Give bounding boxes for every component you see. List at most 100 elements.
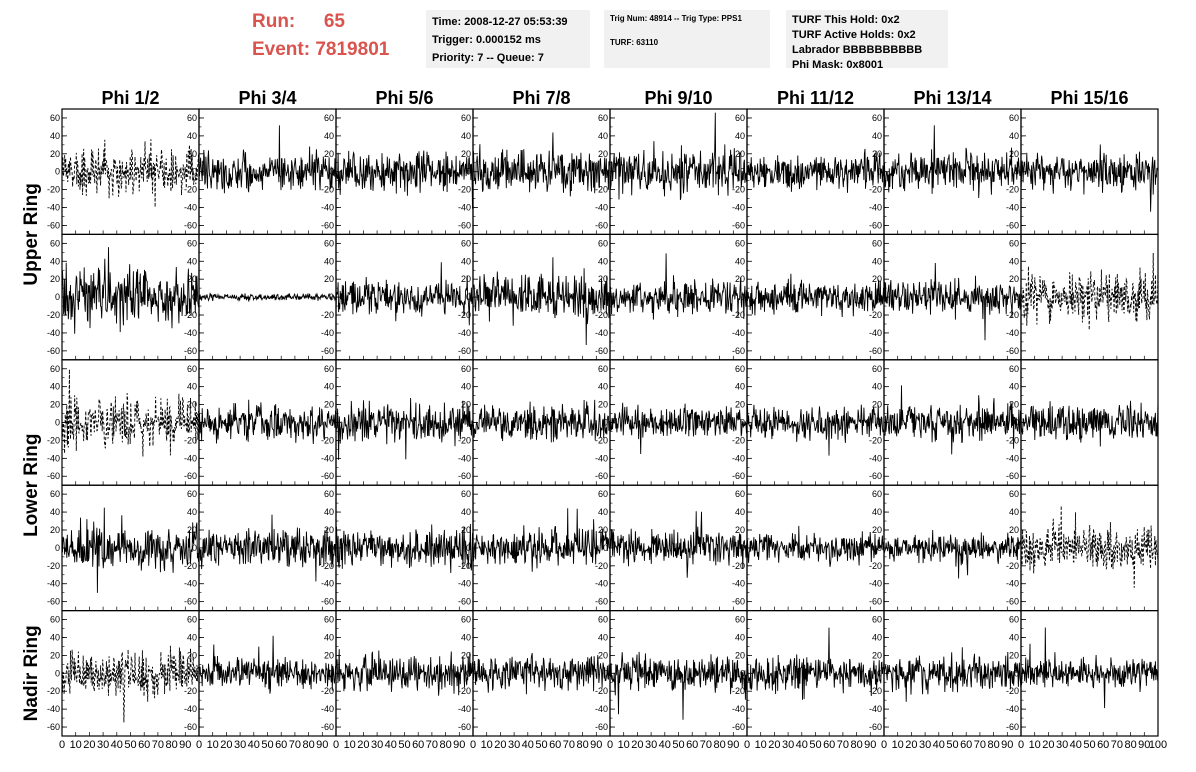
y-tick-label: 60 (735, 615, 745, 625)
waveform-trace (335, 523, 474, 574)
x-tick-label: 10 (344, 739, 356, 751)
waveform-panel: -60 -40 -20 0 20 40 60 (869, 609, 1022, 737)
y-tick-label: -40 (458, 203, 471, 213)
x-tick-label: 60 (138, 739, 150, 751)
y-tick-label: -60 (1006, 471, 1019, 481)
event-value: 7819801 (315, 39, 390, 60)
panel-frame (61, 359, 200, 486)
y-tick-label: 40 (598, 382, 608, 392)
waveform-trace (883, 385, 1022, 455)
y-tick-label: -40 (184, 579, 197, 589)
x-tick-label: 30 (645, 739, 657, 751)
y-tick-label: -60 (321, 471, 334, 481)
x-tick-label: 40 (111, 739, 123, 751)
y-tick-label: -20 (1006, 185, 1019, 195)
y-tick-label: -20 (184, 185, 197, 195)
y-tick-label: -20 (1006, 686, 1019, 696)
y-tick-label: -20 (595, 561, 608, 571)
y-tick-label: 0 (192, 668, 197, 678)
waveform-trace (746, 404, 885, 456)
y-tick-label: 60 (872, 364, 882, 374)
y-tick-label: -40 (869, 704, 882, 714)
y-tick-label: -40 (1006, 328, 1019, 338)
column-title: Phi 9/10 (644, 88, 712, 108)
waveform-panel: -60 -40 -20 0 20 40 60 (184, 108, 337, 236)
waveform-panel: -60 -40 -20 0 20 40 60 (47, 609, 200, 737)
y-tick-label: 40 (1009, 131, 1019, 141)
y-tick-label: -40 (458, 328, 471, 338)
waveform-panel: -60 -40 -20 0 20 40 60 (869, 233, 1022, 361)
waveform-trace (198, 125, 337, 194)
y-tick-label: 60 (187, 364, 197, 374)
y-tick-label: 20 (735, 400, 745, 410)
x-tick-label: 20 (631, 739, 643, 751)
x-tick-label: 70 (1111, 739, 1123, 751)
waveform-trace (335, 649, 474, 696)
y-tick-label: -20 (321, 310, 334, 320)
waveform-panel: -60 -40 -20 0 20 40 60 (458, 233, 611, 361)
waveform-trace (335, 262, 474, 326)
x-tick-label: 60 (275, 739, 287, 751)
y-tick-label: -40 (869, 328, 882, 338)
y-tick-label: -20 (732, 185, 745, 195)
waveform-panel: -60 -40 -20 0 20 40 60 (184, 484, 337, 612)
y-tick-label: 0 (1014, 543, 1019, 553)
y-tick-label: 0 (329, 292, 334, 302)
ring-label: Nadir Ring (21, 625, 42, 721)
turf-info-box: TURF This Hold: 0x2 TURF Active Holds: 0… (786, 10, 948, 71)
waveform-trace (335, 397, 474, 460)
y-tick-label: 20 (872, 525, 882, 535)
y-tick-label: 20 (1009, 650, 1019, 660)
x-tick-label: 10 (755, 739, 767, 751)
y-tick-label: 20 (598, 274, 608, 284)
y-tick-label: 60 (735, 364, 745, 374)
y-tick-label: -60 (184, 722, 197, 732)
waveform-panel: -60 -40 -20 0 20 40 60 (47, 484, 200, 612)
y-tick-label: -20 (458, 561, 471, 571)
y-tick-label: -60 (47, 346, 60, 356)
waveform-panel: -60 -40 -20 0 20 40 60 (321, 484, 474, 612)
y-tick-label: 40 (872, 131, 882, 141)
y-tick-label: 20 (50, 400, 60, 410)
y-tick-label: 60 (872, 615, 882, 625)
y-tick-label: 40 (461, 382, 471, 392)
waveform-trace (198, 635, 337, 694)
y-tick-label: -60 (869, 220, 882, 230)
y-tick-label: 0 (877, 167, 882, 177)
waveform-panel: -60 -40 -20 0 20 40 60 (1006, 609, 1159, 737)
x-tick-label: 50 (946, 739, 958, 751)
y-tick-label: -60 (869, 722, 882, 732)
waveform-panel: -60 -40 -20 0 20 40 60 (47, 359, 200, 486)
waveform-trace (61, 507, 200, 593)
y-tick-label: -20 (869, 310, 882, 320)
y-tick-label: 60 (50, 615, 60, 625)
waveform-panel: -60 -40 -20 0 20 40 60 (458, 108, 611, 236)
waveform-trace (198, 292, 337, 302)
waveform-panel: -60 -40 -20 0 20 40 60 (595, 108, 748, 236)
y-tick-label: 60 (1009, 489, 1019, 499)
x-tick-label: 10 (70, 739, 82, 751)
x-tick-label: 30 (1056, 739, 1068, 751)
y-tick-label: -40 (458, 453, 471, 463)
y-tick-label: -40 (595, 704, 608, 714)
y-tick-label: 0 (1014, 668, 1019, 678)
turf-active-line: TURF Active Holds: 0x2 (792, 29, 916, 41)
waveform-panel: -60 -40 -20 0 20 40 60 (47, 233, 200, 361)
column-title: Phi 7/8 (512, 88, 570, 108)
y-tick-label: -60 (47, 471, 60, 481)
y-tick-label: -60 (732, 597, 745, 607)
event-label: Event: (252, 39, 311, 60)
y-tick-label: 40 (50, 507, 60, 517)
y-tick-label: -20 (458, 185, 471, 195)
y-tick-label: 40 (461, 256, 471, 266)
x-tick-label: 80 (987, 739, 999, 751)
trig-num-line: Trig Num: 48914 -- Trig Type: PPS1 (610, 14, 742, 23)
y-tick-label: 20 (1009, 400, 1019, 410)
x-tick-label: 0 (59, 739, 65, 751)
y-tick-label: -40 (595, 453, 608, 463)
y-tick-label: 20 (735, 650, 745, 660)
y-tick-label: -60 (1006, 722, 1019, 732)
y-tick-label: -40 (732, 704, 745, 714)
turf-line: TURF: 63110 (610, 38, 659, 47)
waveform-trace (198, 399, 337, 445)
